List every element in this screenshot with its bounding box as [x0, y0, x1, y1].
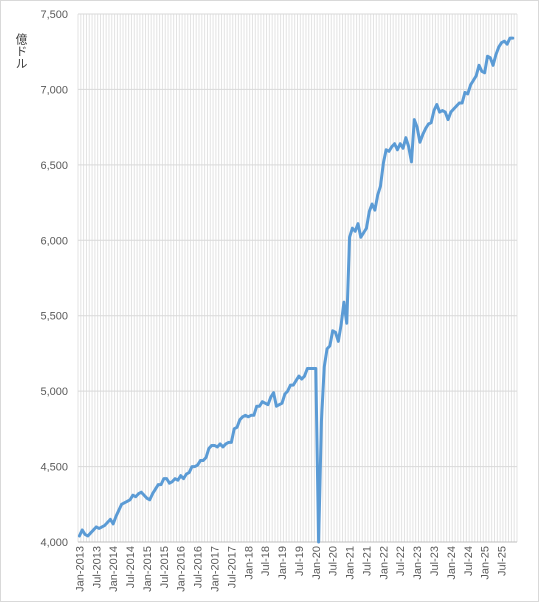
x-tick-label: Jan-2014: [108, 546, 120, 592]
x-tick-label: Jan-2013: [74, 546, 86, 592]
grid: [77, 13, 518, 543]
x-tick-label: Jan-21: [345, 546, 357, 580]
x-axis-ticks: Jan-2013 Jul-2013 Jan-2014 Jul-2014 Jan-2015…: [74, 546, 508, 592]
x-tick-label: Jul-25: [497, 546, 509, 576]
x-tick-label: Jan-18: [243, 546, 255, 580]
x-tick-label: Jul-24: [463, 546, 475, 576]
x-tick-label: Jan-19: [277, 546, 289, 580]
x-tick-label: Jan-25: [480, 546, 492, 580]
y-tick-label: 7,500: [40, 9, 68, 21]
x-tick-label: Jul-2017: [226, 546, 238, 588]
y-tick-label: 7,000: [40, 84, 68, 96]
y-tick-label: 6,500: [40, 160, 68, 172]
y-axis-ticks: 4,000 4,500 5,000 5,500 6,000 6,500 7,000 7,500: [40, 9, 68, 549]
y-tick-label: 4,500: [40, 462, 68, 474]
x-tick-label: Jul-20: [328, 546, 340, 576]
x-tick-label: Jul-23: [429, 546, 441, 576]
y-tick-label: 5,500: [40, 311, 68, 323]
x-tick-label: Jan-24: [446, 546, 458, 580]
y-tick-label: 4,000: [40, 537, 68, 549]
x-tick-label: Jan-2017: [209, 546, 221, 592]
x-tick-label: Jan-22: [378, 546, 390, 580]
x-tick-label: Jul-2014: [125, 546, 137, 588]
x-tick-label: Jul-22: [395, 546, 407, 576]
x-tick-label: Jan-23: [412, 546, 424, 580]
x-tick-label: Jul-19: [294, 546, 306, 576]
series-layer: [77, 36, 515, 544]
y-axis-unit-label: 億ドル: [14, 33, 28, 69]
x-tick-label: Jul-2013: [91, 546, 103, 588]
y-tick-label: 6,000: [40, 235, 68, 247]
x-tick-label: Jan-2015: [142, 546, 154, 592]
x-tick-label: Jul-21: [361, 546, 373, 576]
x-tick-label: Jul-18: [260, 546, 272, 576]
x-tick-label: Jan-2016: [176, 546, 188, 592]
y-tick-label: 5,000: [40, 386, 68, 398]
x-tick-label: Jan-20: [311, 546, 323, 580]
x-tick-label: Jul-2016: [193, 546, 205, 588]
x-tick-label: Jul-2015: [159, 546, 171, 588]
